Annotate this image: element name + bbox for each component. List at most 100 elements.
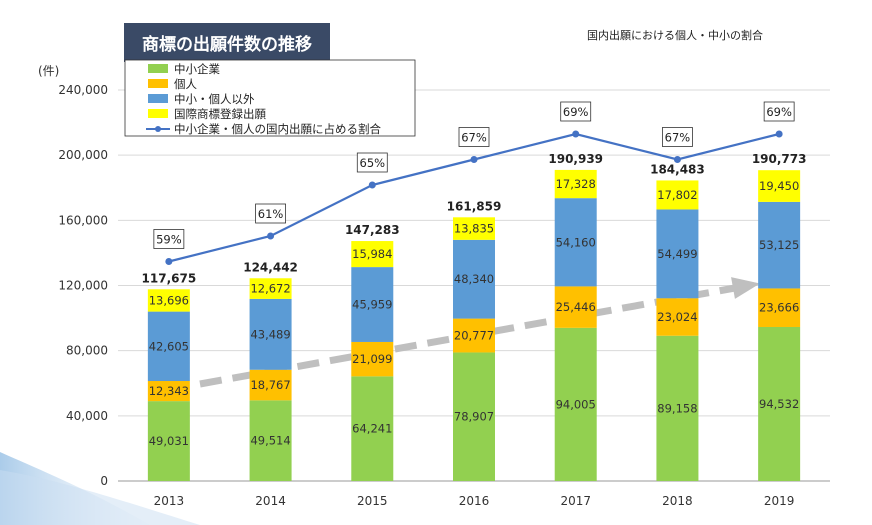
y-tick-label: 120,000 [58,279,108,293]
ratio-label-box [763,101,795,122]
bar-value-label: 13,835 [454,222,494,236]
bar-value-label: 94,532 [759,397,799,411]
bar-segment-sme [249,400,292,481]
bar-value-label: 45,959 [352,298,392,312]
bar-segment-sme [453,352,495,481]
bar-total-label: 161,859 [447,199,502,213]
bar-value-label: 78,907 [454,410,494,424]
bar-segment-sme [758,326,801,481]
bar-value-label: 12,343 [149,384,189,398]
bar-layer: 49,031 49,514 64,241 78,907 94,005 89,158 94,5… [142,152,807,481]
legend-label: 中小企業・個人の国内出願に占める割合 [174,122,381,136]
bar-value-label: 25,446 [556,300,596,314]
bar-segment-sme [351,376,394,481]
ratio-line-layer: 59% 61% 65% 67% 69% 67% 69% [153,101,795,265]
ratio-label: 69% [766,105,792,119]
ratio-label: 65% [360,156,386,170]
bar-total-label: 190,939 [548,152,603,166]
bar-value-label: 23,666 [759,301,799,315]
bar-segment-sme [656,335,699,481]
bar-total-label: 124,442 [243,260,298,274]
ratio-label: 61% [258,207,284,221]
bar-segment-individual [351,341,394,377]
chart-subtitle: 国内出願における個人・中小の割合 [587,29,763,42]
bar-value-label: 49,514 [250,434,290,448]
bar-segment-individual [656,298,699,336]
bar-segment-other [249,298,292,370]
ratio-label-box [153,229,185,249]
bar-value-label: 43,489 [250,327,290,341]
legend-label: 中小・個人以外 [174,92,255,106]
bar-value-label: 89,158 [657,401,697,415]
x-tick-label: 2018 [662,494,693,508]
y-tick-label: 80,000 [66,344,108,358]
bar-total-label: 184,483 [650,162,705,176]
ratio-point [267,232,275,240]
bar-segment-individual [249,369,292,401]
y-unit-label: (件) [38,64,59,78]
ratio-point [775,130,783,138]
x-tick-label: 2019 [764,494,795,508]
bar-total-label: 117,675 [142,271,197,285]
chart-title: 商標の出願件数の推移 [124,23,330,62]
y-tick-label: 240,000 [58,83,108,97]
bar-segment-international [453,217,495,240]
bar-value-label: 54,499 [657,247,697,261]
legend-label: 中小企業 [174,62,220,76]
x-tick-label: 2015 [357,494,388,508]
bar-segment-international [351,241,394,268]
ratio-label-box [255,203,286,224]
x-tick-label: 2016 [459,494,490,508]
bar-total-label: 190,773 [752,152,807,166]
bar-value-label: 20,777 [454,329,494,343]
bar-segment-individual [554,286,597,328]
legend-box [124,59,416,137]
bar-value-label: 94,005 [556,397,596,411]
bar-segment-other [758,201,801,289]
y-tick-label: 160,000 [58,213,108,227]
bar-segment-other [453,239,495,319]
axis-layer: 0 40,000 80,000 120,000 160,000 200,000 240,00… [38,64,794,508]
ratio-label: 67% [665,131,691,145]
legend-swatch [148,79,168,88]
y-tick-label: 0 [100,474,108,488]
bar-value-label: 12,672 [250,282,290,296]
ratio-point [470,156,478,163]
legend-swatch [148,109,168,118]
ratio-label-box [356,152,388,173]
ratio-point [572,130,580,138]
bar-segment-international [554,169,597,199]
bar-value-label: 49,031 [149,434,189,448]
bar-value-label: 17,802 [657,188,697,202]
bar-segment-individual [453,318,495,353]
x-tick-label: 2013 [154,494,185,508]
bar-segment-international [758,170,801,202]
bar-value-label: 48,340 [454,272,494,286]
bar-value-label: 21,099 [352,352,392,366]
bar-value-label: 42,605 [149,339,189,353]
bar-total-label: 147,283 [345,223,400,237]
bar-segment-international [656,180,699,210]
bar-value-label: 17,328 [556,177,596,191]
ratio-point [673,156,681,163]
bar-segment-other [554,198,597,287]
trend-arrow-head [731,277,760,299]
y-tick-label: 200,000 [58,148,108,162]
ratio-point [368,181,376,189]
legend-line-marker [155,126,161,132]
bar-segment-sme [554,327,597,481]
legend-swatch [148,64,168,73]
bar-value-label: 15,984 [352,247,392,261]
bar-segment-other [147,311,190,382]
legend-label: 国際商標登録出願 [174,107,266,121]
x-tick-label: 2017 [560,494,591,508]
bar-segment-individual [147,381,190,402]
bar-segment-individual [758,288,801,327]
bar-segment-international [147,289,190,312]
bar-value-label: 13,696 [149,293,189,307]
bar-segment-international [249,278,292,299]
legend-label: 個人 [174,77,197,91]
ratio-label-box [560,101,592,122]
